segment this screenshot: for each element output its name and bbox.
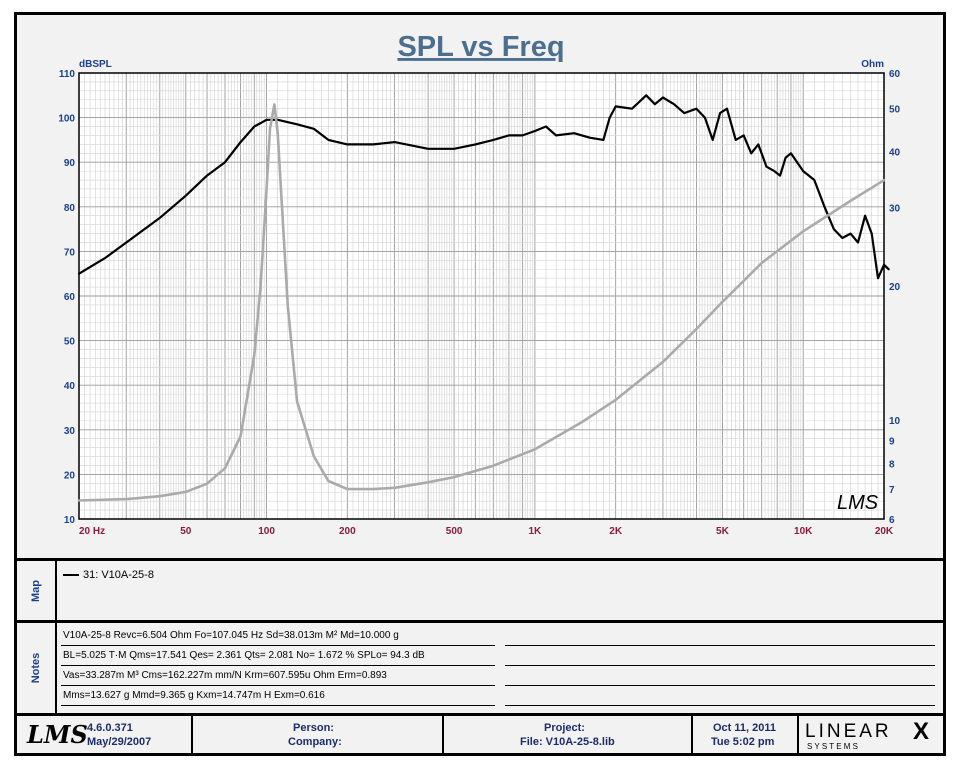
y-tick-label: 60 <box>64 292 76 303</box>
footer-bar: LMS 4.6.0.371 May/29/2007 Person: Compan… <box>17 713 943 753</box>
report-time: Tue 5:02 pm <box>711 736 775 748</box>
note-line-3: Vas=33.287m M³ Cms=162.227m mm/N Krm=607… <box>61 667 495 686</box>
y-tick-label: 30 <box>64 426 76 437</box>
note-line-1: V10A-25-8 Revc=6.504 Ohm Fo=107.045 Hz S… <box>61 627 495 646</box>
spl-vs-freq-chart: SPL vs Freq dBSPL Ohm LMS 110 100 90 80 70 60… <box>58 31 901 537</box>
lms-watermark: LMS <box>837 492 879 514</box>
note-line-blank-2 <box>505 647 935 666</box>
y-tick-label: 100 <box>58 114 75 125</box>
report-date: Oct 11, 2011 <box>713 722 776 734</box>
svg-text:X: X <box>913 718 929 745</box>
linearx-logo: LINEAR X S Y S T E M S <box>805 718 929 751</box>
x-tick-label: 200 <box>339 526 356 537</box>
version-number: 4.6.0.371 <box>87 722 133 734</box>
y-tick-label: 80 <box>64 203 76 214</box>
note-line-4: Mms=13.627 g Mmd=9.365 g Kxm=14.747m H E… <box>61 687 495 706</box>
file-label: File: V10A-25-8.lib <box>520 736 615 748</box>
note-line-blank-3 <box>505 667 935 686</box>
legend-label: 31: V10A-25-8 <box>83 569 154 581</box>
x-tick-label: 20K <box>875 526 894 537</box>
map-legend-entry: 31: V10A-25-8 <box>63 569 154 581</box>
x-tick-label: 1K <box>528 526 542 537</box>
note-line-blank-4 <box>505 687 935 706</box>
y-tick-label: 50 <box>64 337 76 348</box>
y-right-tick-label: 50 <box>889 104 901 115</box>
note-line-2: BL=5.025 T·M Qms=17.541 Qes= 2.361 Qts= … <box>61 647 495 666</box>
svg-text:LINEAR: LINEAR <box>805 721 892 742</box>
x-tick-label: 10K <box>794 526 813 537</box>
version-date: May/29/2007 <box>87 736 152 748</box>
notes-panel-label: Notes <box>17 623 57 713</box>
chart-area: SPL vs Freq dBSPL Ohm LMS 110 100 90 80 70 60… <box>17 15 943 558</box>
lms-logo: LMS <box>27 720 88 749</box>
footer-project-cell: Project: File: V10A-25-8.lib <box>444 716 693 753</box>
x-tick-label: 2K <box>609 526 623 537</box>
footer-person-cell: Person: Company: <box>193 716 444 753</box>
footer-date-cell: Oct 11, 2011 Tue 5:02 pm <box>693 716 799 753</box>
y-right-tick-label: 10 <box>889 416 901 427</box>
x-tick-label: 50 <box>180 526 192 537</box>
y-right-tick-label: 30 <box>889 203 901 214</box>
footer-version-cell: LMS 4.6.0.371 May/29/2007 <box>17 716 193 753</box>
left-axis-label: dBSPL <box>79 59 112 70</box>
y-right-tick-label: 7 <box>889 485 895 496</box>
y-tick-label: 90 <box>64 158 76 169</box>
project-label: Project: <box>544 722 585 734</box>
y-right-tick-label: 6 <box>889 515 895 526</box>
y-tick-label: 40 <box>64 381 76 392</box>
y-right-tick-label: 40 <box>889 148 901 159</box>
note-line-blank-1 <box>505 627 935 646</box>
y-right-tick-label: 60 <box>889 69 901 80</box>
spl-curve <box>77 94 890 280</box>
map-panel-label: Map <box>17 561 57 620</box>
map-panel: Map 31: V10A-25-8 <box>17 558 943 620</box>
x-tick-label: 20 Hz <box>79 526 105 537</box>
y-right-tick-label: 9 <box>889 436 895 447</box>
x-tick-label: 100 <box>258 526 275 537</box>
lms-report-frame: SPL vs Freq dBSPL Ohm LMS 110 100 90 80 70 60… <box>14 12 946 756</box>
impedance-curve <box>77 103 886 502</box>
person-label: Person: <box>293 722 334 734</box>
notes-panel: Notes V10A-25-8 Revc=6.504 Ohm Fo=107.04… <box>17 620 943 713</box>
y-right-tick-label: 20 <box>889 282 901 293</box>
y-tick-label: 110 <box>59 69 76 80</box>
x-tick-label: 500 <box>446 526 463 537</box>
legend-swatch <box>63 574 79 577</box>
right-axis-label: Ohm <box>861 59 884 70</box>
y-right-tick-label: 8 <box>889 459 895 470</box>
chart-title: SPL vs Freq <box>397 31 564 63</box>
y-tick-label: 20 <box>64 470 76 481</box>
svg-text:S Y S T E M S: S Y S T E M S <box>807 742 858 751</box>
x-tick-label: 5K <box>716 526 730 537</box>
y-tick-label: 70 <box>64 247 76 258</box>
y-tick-label: 10 <box>64 515 76 526</box>
company-label: Company: <box>288 736 342 748</box>
